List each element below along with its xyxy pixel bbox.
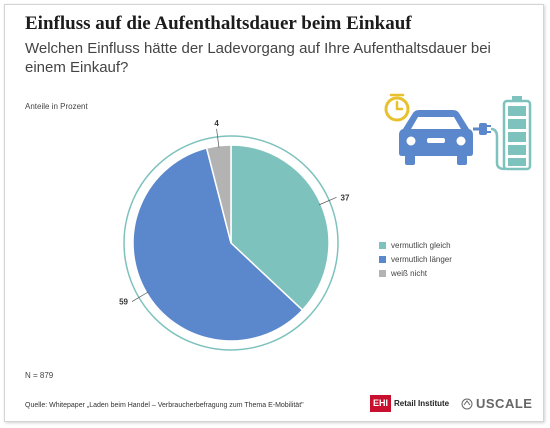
clock-icon	[384, 93, 410, 122]
chart-subtitle: Welchen Einfluss hätte der Ladevorgang a…	[25, 40, 491, 76]
pie-data-label: 59	[119, 298, 128, 307]
chart-card: Einfluss auf die Aufenthaltsdauer beim E…	[4, 4, 544, 422]
sample-size: N = 879	[25, 371, 54, 380]
legend-swatch	[379, 269, 386, 277]
pie-chart: 37 59 4	[119, 119, 350, 351]
pie-data-label: 4	[214, 119, 219, 128]
uscale-logo: USCALE	[461, 396, 532, 411]
legend-swatch	[379, 241, 386, 249]
battery-icon	[502, 96, 532, 171]
uscale-logo-text: USCALE	[476, 396, 533, 411]
pie-leader-line	[216, 128, 220, 148]
legend-swatch	[379, 255, 386, 263]
chart-title: Einfluss auf die Aufenthaltsdauer beim E…	[25, 13, 412, 34]
ehi-logo: EHI Retail Institute	[370, 395, 449, 412]
unit-label: Anteile in Prozent	[25, 102, 88, 111]
uscale-logo-icon	[461, 398, 473, 409]
pie-leader-line	[131, 291, 149, 302]
pie-outer-ring	[123, 135, 339, 351]
legend-item: vermutlich länger	[379, 252, 452, 266]
legend-item: vermutlich gleich	[379, 238, 452, 252]
charging-plug-icon	[473, 123, 506, 171]
pie-leader-line	[318, 197, 337, 206]
pie-data-label: 37	[341, 193, 350, 202]
ehi-logo-text: Retail Institute	[394, 399, 450, 408]
source-note: Quelle: Whitepaper „Laden beim Handel – …	[25, 402, 304, 409]
chart-legend: vermutlich gleich vermutlich länger weiß…	[379, 238, 452, 280]
ehi-logo-mark: EHI	[370, 395, 392, 412]
legend-label: weiß nicht	[391, 268, 428, 278]
legend-item: weiß nicht	[379, 266, 452, 280]
car-icon	[399, 110, 473, 165]
legend-label: vermutlich gleich	[391, 240, 451, 250]
ev-charging-illustration	[373, 91, 538, 181]
legend-label: vermutlich länger	[391, 254, 452, 264]
